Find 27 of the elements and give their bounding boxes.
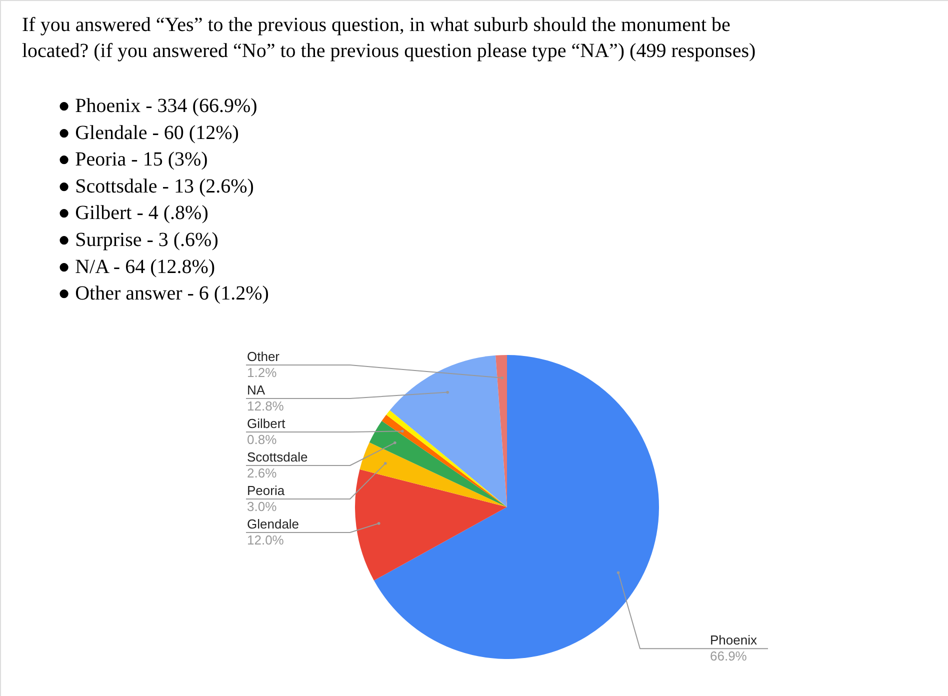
text: ● Gilbert - 4 (.8%) [58, 202, 208, 224]
data-label: 66.9% [710, 648, 748, 664]
text: ● N/A - 64 (12.8%) [58, 256, 216, 278]
text: ● Glendale - 60 (12%) [58, 122, 239, 144]
text: ● Scottsdale - 13 (2.6%) [58, 175, 254, 198]
text: ● Other answer - 6 (1.2%) [58, 282, 269, 305]
slice-label: Gilbert [247, 416, 286, 431]
slice-label: Other [247, 349, 280, 364]
text: ● Surprise - 3 (.6%) [58, 229, 218, 251]
text: ● Peoria - 15 (3%) [58, 148, 208, 171]
data-label: 3.0% [247, 499, 278, 514]
data-label: 12.8% [247, 398, 284, 414]
slice-label: Scottsdale [247, 450, 308, 464]
data-label: 0.8% [247, 432, 278, 447]
text: ● Phoenix - 334 (66.9%) [58, 95, 258, 117]
pie-slice [360, 442, 507, 507]
slice-label: Phoenix [710, 632, 758, 648]
slice-label: Peoria [247, 483, 286, 498]
slice-label: Glendale [247, 516, 300, 532]
pie-slice [355, 469, 507, 581]
data-label: 2.6% [247, 466, 278, 480]
data-label: 12.0% [247, 532, 284, 548]
pie-slice [374, 355, 659, 659]
slice-label: NA [247, 382, 266, 398]
data-label: 1.2% [247, 365, 278, 380]
chart-title: If you answered “Yes” to the previous question, in what suburb should the monument be located? (if you answered “No” to the previous question please type “NA”) (499 responses) [22, 14, 756, 62]
pie-slice [390, 355, 507, 507]
